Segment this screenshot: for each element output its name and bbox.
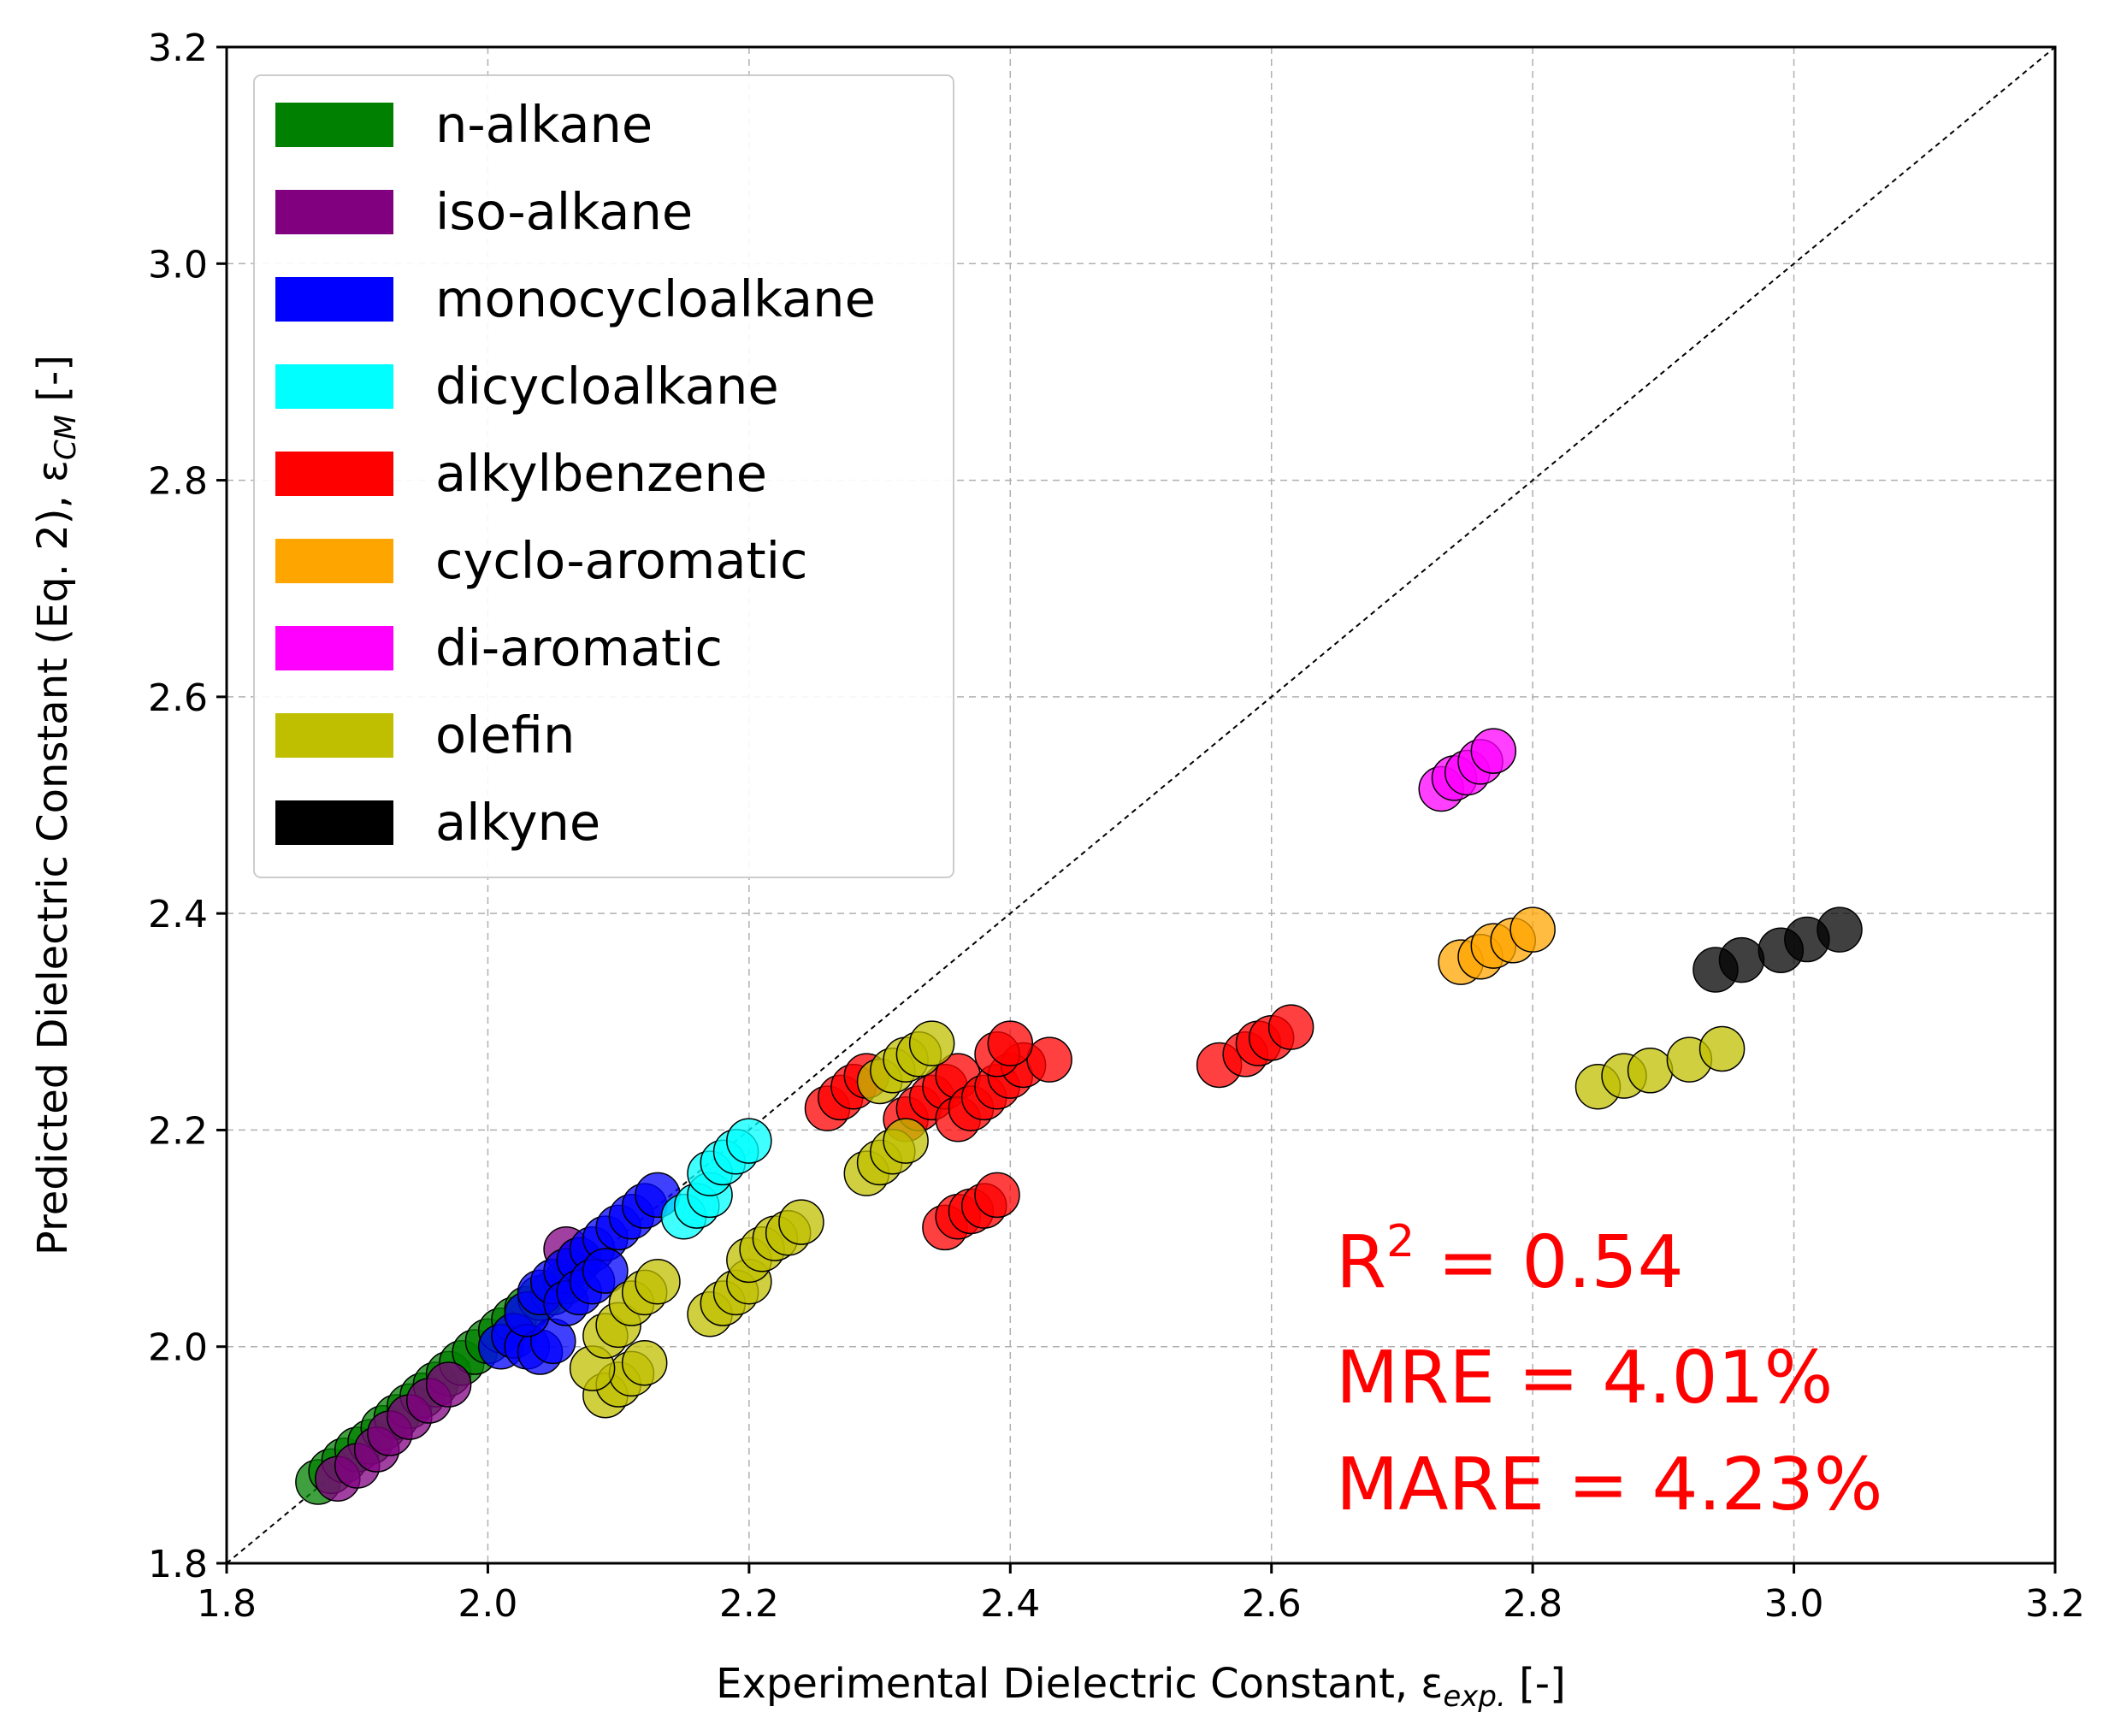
data-point-cyclo-aromatic <box>1509 906 1556 953</box>
legend-swatch-di-aromatic <box>275 626 393 670</box>
legend-swatch-monocycloalkane <box>275 277 393 322</box>
data-point-alkylbenzene <box>1267 1004 1314 1050</box>
mare-label: MARE = 4.23% <box>1336 1443 1883 1527</box>
legend-swatch-n-alkane <box>275 103 393 147</box>
legend-label-iso-alkane: iso-alkane <box>435 182 693 241</box>
legend-label-n-alkane: n-alkane <box>435 95 653 154</box>
plot-frame <box>225 45 2057 1565</box>
x-tick-label: 2.8 <box>1503 1582 1563 1626</box>
legend-label-alkylbenzene: alkylbenzene <box>435 444 767 503</box>
x-tick-label: 3.2 <box>2025 1582 2085 1626</box>
data-point-alkylbenzene <box>1026 1036 1072 1083</box>
data-point-olefin <box>621 1339 668 1386</box>
y-tick-label: 2.6 <box>148 676 208 720</box>
data-point-olefin <box>883 1118 929 1164</box>
data-point-monocycloalkane <box>582 1248 629 1294</box>
data-point-olefin <box>635 1258 681 1305</box>
legend-label-alkyne: alkyne <box>435 793 600 852</box>
y-tick-label: 2.8 <box>148 460 208 504</box>
legend-swatch-dicycloalkane <box>275 364 393 409</box>
data-points <box>295 728 1863 1505</box>
data-point-alkylbenzene <box>987 1020 1034 1066</box>
y-tick-label: 1.8 <box>148 1543 208 1586</box>
legend-swatch-iso-alkane <box>275 190 393 234</box>
data-point-dicycloalkane <box>726 1118 772 1164</box>
x-tick-label: 2.2 <box>719 1582 779 1626</box>
legend-swatch-alkyne <box>275 800 393 845</box>
data-point-olefin <box>778 1199 824 1245</box>
data-point-alkylbenzene <box>974 1172 1020 1219</box>
legend-swatch-alkylbenzene <box>275 452 393 496</box>
x-tick-label: 3.0 <box>1764 1582 1824 1626</box>
legend-label-di-aromatic: di-aromatic <box>435 618 723 677</box>
y-tick-label: 3.0 <box>148 243 208 286</box>
r-squared-label: R2 = 0.54 <box>1336 1216 1684 1305</box>
legend-label-cyclo-aromatic: cyclo-aromatic <box>435 531 807 590</box>
fit-statistics: R2 = 0.54 MRE = 4.01% MARE = 4.23% <box>1336 1216 1883 1527</box>
grid-lines <box>226 46 2056 1564</box>
data-point-iso-alkane <box>425 1361 472 1408</box>
legend-label-dicycloalkane: dicycloalkane <box>435 357 779 416</box>
y-tick-label: 2.2 <box>148 1109 208 1153</box>
mre-label: MRE = 4.01% <box>1336 1336 1833 1420</box>
x-tick-label: 2.0 <box>458 1582 517 1626</box>
x-axis-title: Experimental Dielectric Constant, εexp. … <box>716 1660 1566 1714</box>
x-tick-label: 2.4 <box>980 1582 1040 1626</box>
data-point-alkyne <box>1718 936 1765 983</box>
y-axis-title: Predicted Dielectric Constant (Eq. 2), ε… <box>29 355 83 1255</box>
legend-label-monocycloalkane: monocycloalkane <box>435 269 876 328</box>
y-tick-label: 3.2 <box>148 27 208 70</box>
x-tick-label: 1.8 <box>197 1582 257 1626</box>
legend-label-olefin: olefin <box>435 706 575 765</box>
x-tick-label: 2.6 <box>1242 1582 1302 1626</box>
legend-swatch-olefin <box>275 713 393 758</box>
legend-box <box>253 74 954 878</box>
legend: n-alkane iso-alkane monocycloalkane dicyclo… <box>253 74 954 878</box>
y-tick-label: 2.4 <box>148 893 208 936</box>
axis-ticks: 1.8 2.0 2.2 2.4 2.6 2.8 3.0 3.2 1.8 2.0 2.2 2.4 2.6 2… <box>148 27 2085 1626</box>
data-point-olefin <box>1698 1025 1746 1072</box>
data-point-olefin <box>1627 1048 1674 1094</box>
data-point-di-aromatic <box>1470 728 1517 774</box>
data-point-olefin <box>908 1020 955 1066</box>
data-point-alkyne <box>1817 906 1863 953</box>
y-tick-label: 2.0 <box>148 1326 208 1370</box>
legend-swatch-cyclo-aromatic <box>275 539 393 583</box>
